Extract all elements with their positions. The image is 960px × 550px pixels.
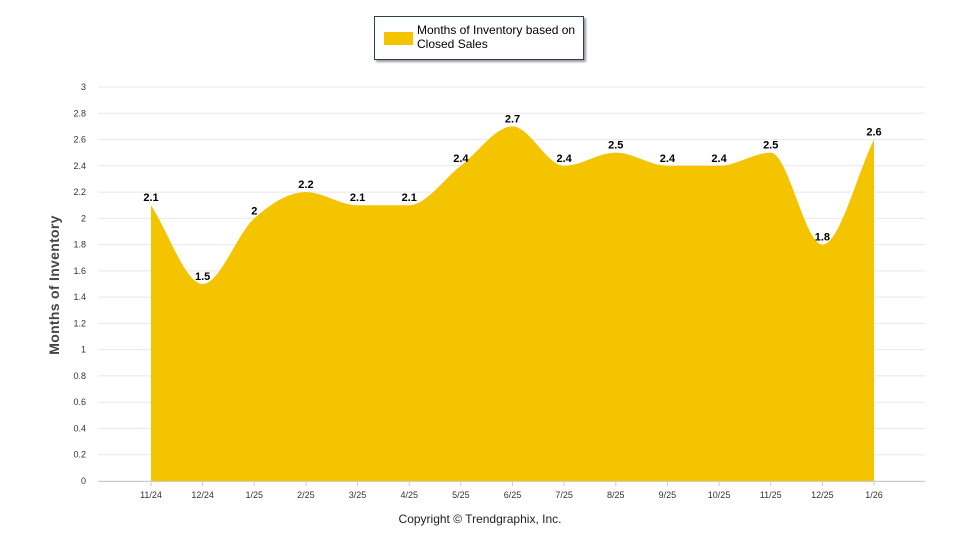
chart-legend: Months of Inventory based on Closed Sale…: [374, 16, 584, 60]
y-tick-label: 0.6: [73, 397, 86, 407]
data-label: 2.6: [866, 127, 881, 139]
x-tick-label: 1/26: [865, 490, 883, 500]
y-tick-label: 2.6: [73, 135, 86, 145]
data-label: 2.2: [298, 179, 313, 191]
x-tick-label: 12/24: [191, 490, 214, 500]
data-label: 2.5: [763, 140, 778, 152]
y-tick-label: 2: [81, 213, 86, 223]
y-tick-label: 0.2: [73, 450, 86, 460]
legend-swatch: [384, 32, 413, 45]
y-tick-label: 0.8: [73, 371, 86, 381]
legend-label: Months of Inventory based on Closed Sale…: [417, 23, 576, 51]
data-label: 2.4: [711, 153, 727, 165]
x-tick-label: 5/25: [452, 490, 470, 500]
y-tick-label: 1: [81, 345, 86, 355]
x-tick-label: 7/25: [555, 490, 573, 500]
y-tick-label: 3: [81, 82, 86, 92]
y-tick-label: 1.8: [73, 240, 86, 250]
data-label: 2.5: [608, 140, 623, 152]
x-tick-label: 11/24: [140, 490, 162, 500]
data-label: 2.1: [350, 192, 365, 204]
x-tick-label: 1/25: [246, 490, 264, 500]
copyright-text: Copyright © Trendgraphix, Inc.: [398, 512, 562, 526]
x-tick-label: 9/25: [659, 490, 677, 500]
x-tick-label: 3/25: [349, 490, 367, 500]
y-tick-label: 2.2: [73, 187, 86, 197]
y-tick-label: 1.4: [73, 292, 86, 302]
x-tick-label: 6/25: [504, 490, 522, 500]
x-tick-label: 2/25: [297, 490, 315, 500]
data-label: 2.4: [556, 153, 572, 165]
y-tick-label: 2.4: [73, 161, 86, 171]
area-series: [151, 126, 874, 482]
y-tick-label: 1.2: [73, 318, 86, 328]
data-label: 2.4: [453, 153, 469, 165]
data-label: 1.5: [195, 271, 210, 283]
data-label: 2.4: [660, 153, 676, 165]
data-label: 2.1: [143, 192, 158, 204]
data-label: 2.7: [505, 113, 520, 125]
y-tick-label: 0: [81, 476, 86, 486]
data-label: 1.8: [815, 232, 830, 244]
x-tick-label: 10/25: [708, 490, 731, 500]
y-tick-label: 0.4: [73, 423, 86, 433]
data-label: 2.1: [402, 192, 417, 204]
x-tick-label: 11/25: [760, 490, 782, 500]
x-tick-label: 12/25: [811, 490, 834, 500]
data-label: 2: [251, 205, 257, 217]
y-tick-label: 1.6: [73, 266, 86, 276]
y-tick-label: 2.8: [73, 108, 86, 118]
x-tick-label: 4/25: [400, 490, 418, 500]
x-tick-label: 8/25: [607, 490, 625, 500]
